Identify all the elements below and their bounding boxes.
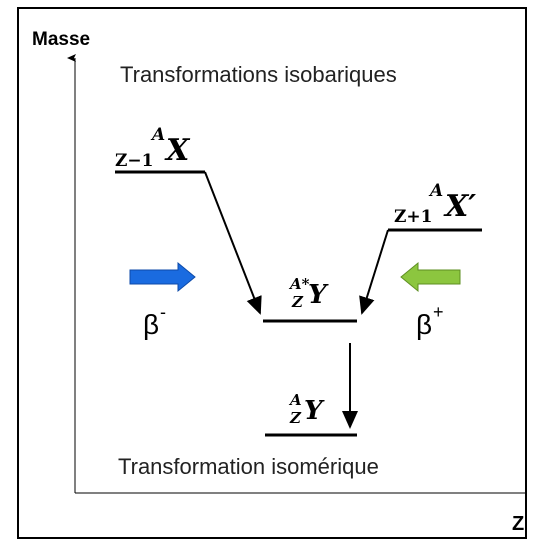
decay-sign: + (433, 302, 444, 322)
nuclide-charge: Z (291, 293, 304, 311)
nuclide-symbol: Y (304, 396, 325, 426)
nuclide-mass: A* (288, 275, 310, 293)
beta-plus-arrow (400, 261, 461, 293)
beta-minus-arrow (129, 261, 196, 293)
decay-label: β (143, 309, 159, 340)
nuclide-mass: A (288, 391, 302, 409)
decay-label: β (416, 309, 432, 340)
nuclide-charge: Z (289, 409, 302, 427)
nuclide-charge: Z+1 (394, 207, 432, 227)
nuclide-symbol: Y (308, 280, 329, 310)
decay-sign: - (160, 302, 166, 322)
nuclide-symbol: X (164, 133, 191, 168)
nuclide-mass: A (150, 125, 165, 145)
transition-arrow (359, 229, 389, 315)
transition-arrow (204, 171, 262, 315)
nuclide-mass: A (428, 181, 443, 201)
footer: Transformation isomérique (118, 454, 379, 479)
y-label: Masse (32, 29, 90, 50)
nuclide-charge: Z−1 (115, 151, 153, 171)
title: Transformations isobariques (120, 62, 397, 87)
nuclide-symbol: X′ (443, 189, 476, 224)
frame (17, 7, 527, 539)
x-label: Z (512, 513, 524, 535)
